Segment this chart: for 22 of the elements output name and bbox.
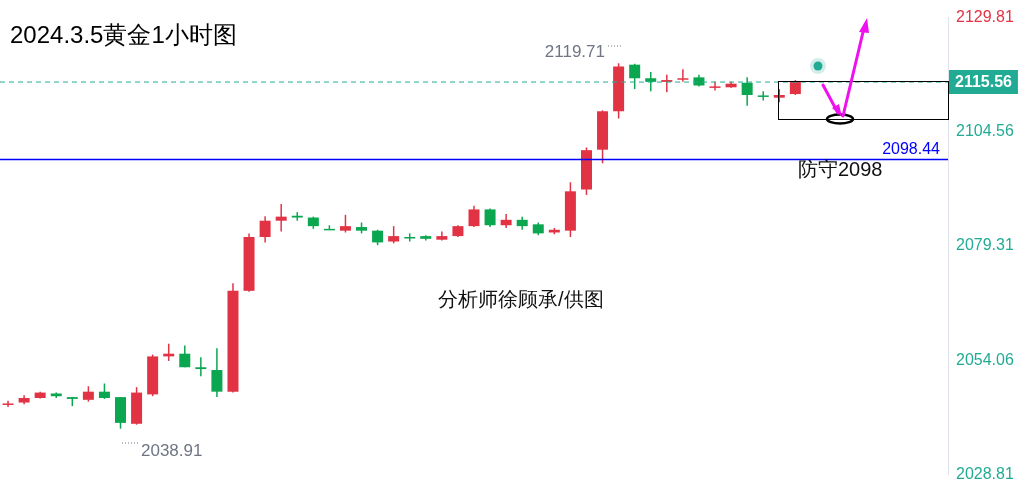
candlestick — [757, 90, 769, 102]
ref-line-label: 2098.44 — [882, 139, 941, 157]
y-tick-label: 2028.81 — [956, 464, 1014, 482]
annotation: 分析师徐顾承/供图 — [438, 287, 604, 310]
candlestick — [645, 71, 657, 93]
annotation: 2119.71 — [544, 41, 605, 61]
candlestick — [259, 215, 271, 244]
candlestick — [677, 68, 689, 83]
annotation: 防守2098 — [798, 157, 883, 180]
chart-title: 2024.3.5黄金1小时图 — [10, 20, 237, 48]
y-tick-label: 2129.81 — [956, 8, 1014, 26]
ref-line-label: 2115.56 — [955, 73, 1013, 91]
candlestick — [629, 63, 641, 90]
annotation: 2038.91 — [141, 440, 203, 460]
y-tick-label: 2079.31 — [956, 236, 1014, 254]
y-tick-label: 2054.06 — [956, 350, 1014, 368]
candlestick — [275, 203, 287, 233]
candlestick — [195, 356, 207, 378]
candlestick — [211, 347, 223, 398]
candlestick — [741, 76, 753, 107]
y-tick-label: 2104.56 — [956, 122, 1014, 140]
candlestick — [468, 205, 480, 228]
